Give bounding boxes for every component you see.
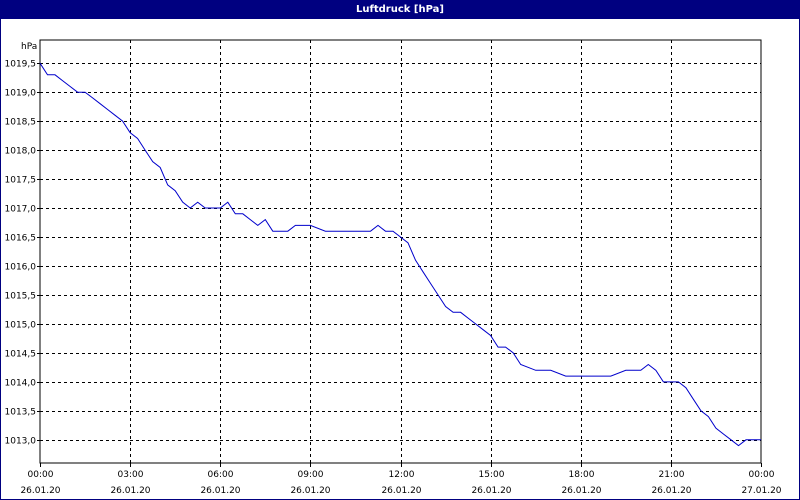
x-tick-time-label: 00:00: [28, 470, 54, 480]
y-tick-label: 1013,5: [5, 408, 37, 418]
x-tick-time-label: 15:00: [479, 470, 505, 480]
y-tick-label: 1019,5: [5, 60, 37, 70]
y-tick-labels: 1019,5 1019,0 1018,5 1018,0 1017,5 1017,0 1016…: [5, 60, 37, 447]
x-tick-labels: 00:00 26.01.20 03:00 26.01.20 06:00 26.01.20 0…: [20, 470, 781, 496]
y-tick-label: 1015,5: [5, 292, 37, 302]
y-tick-label: 1014,5: [5, 350, 37, 360]
y-tick-label: 1017,5: [5, 176, 37, 186]
pressure-series-line: [39, 62, 761, 447]
x-tick-date-label: 26.01.20: [200, 486, 240, 496]
x-tick-time-label: 06:00: [208, 470, 234, 480]
y-tick-label: 1017,0: [5, 205, 37, 215]
x-tick-time-label: 18:00: [569, 470, 595, 480]
y-tick-label: 1016,5: [5, 234, 37, 244]
y-tick-label: 1014,0: [5, 379, 37, 389]
x-tick-date-label: 26.01.20: [561, 486, 601, 496]
x-tick-date-label: 26.01.20: [290, 486, 330, 496]
x-tick-date-label: 27.01.20: [741, 486, 781, 496]
x-tick-date-label: 26.01.20: [651, 486, 691, 496]
y-tick-label: 1013,0: [5, 437, 37, 447]
plot-area: [39, 39, 762, 464]
y-tick-label: 1016,0: [5, 263, 37, 273]
x-tick-date-label: 26.01.20: [381, 486, 421, 496]
x-tick-time-label: 21:00: [659, 470, 685, 480]
y-tick-label: 1019,0: [5, 89, 37, 99]
window-title: Luftdruck [hPa]: [1, 1, 799, 19]
x-tick-time-label: 12:00: [389, 470, 415, 480]
y-axis-unit: hPa: [21, 42, 37, 52]
x-tick-date-label: 26.01.20: [110, 486, 150, 496]
grid-lines: [37, 40, 762, 467]
x-tick-time-label: 09:00: [298, 470, 324, 480]
y-tick-label: 1018,0: [5, 147, 37, 157]
x-tick-date-label: 26.01.20: [20, 486, 60, 496]
x-tick-date-label: 26.01.20: [471, 486, 511, 496]
y-tick-label: 1018,5: [5, 118, 37, 128]
x-tick-time-label: 00:00: [749, 470, 775, 480]
x-tick-time-label: 03:00: [118, 470, 144, 480]
y-tick-label: 1015,0: [5, 321, 37, 331]
